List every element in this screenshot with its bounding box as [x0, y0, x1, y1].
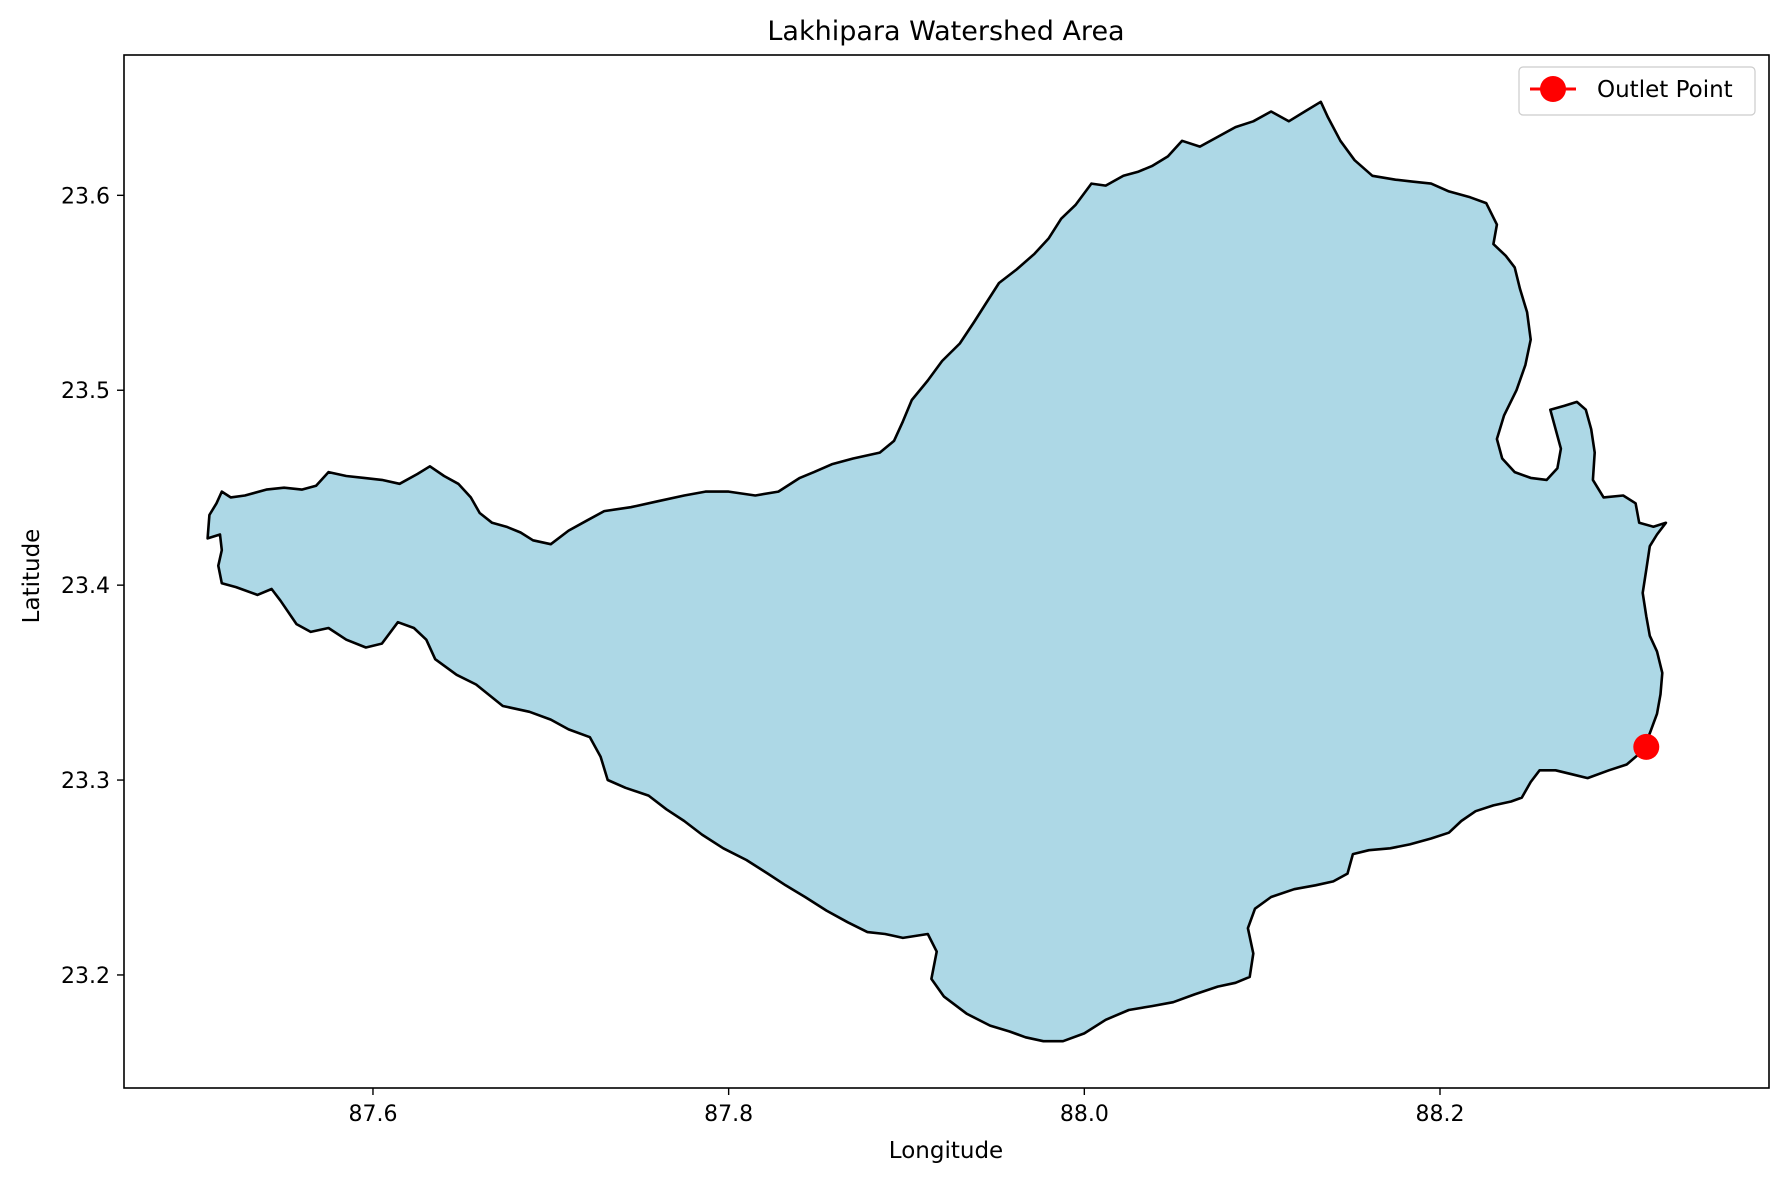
- x-tick-label: 88.0: [1060, 1102, 1109, 1127]
- x-tick-label: 87.6: [348, 1102, 397, 1127]
- x-tick-label: 88.2: [1416, 1102, 1465, 1127]
- x-axis-label: Longitude: [889, 1138, 1003, 1164]
- plot-area: [123, 54, 1770, 1089]
- y-axis-ticks: 23.2 23.3 23.4 23.5 23.6: [61, 184, 124, 989]
- x-tick-label: 87.8: [704, 1102, 753, 1127]
- y-tick-label: 23.2: [61, 964, 110, 989]
- outlet-point-marker: [1633, 733, 1660, 760]
- y-tick-label: 23.3: [61, 769, 110, 794]
- x-axis-ticks: 87.6 87.8 88.0 88.2: [348, 1088, 1464, 1127]
- chart-title: Lakhipara Watershed Area: [767, 16, 1124, 47]
- axes-frame: [123, 54, 1770, 1089]
- y-tick-label: 23.5: [61, 379, 110, 404]
- y-tick-label: 23.4: [61, 574, 110, 599]
- legend-outlet-label: Outlet Point: [1597, 77, 1733, 103]
- legend-outlet-marker: [1540, 76, 1566, 102]
- y-axis-label: Latitude: [19, 529, 45, 624]
- y-tick-label: 23.6: [61, 184, 110, 209]
- legend-box: [1518, 66, 1756, 116]
- legend: Outlet Point: [1518, 66, 1756, 116]
- watershed-polygon: [206, 100, 1668, 1043]
